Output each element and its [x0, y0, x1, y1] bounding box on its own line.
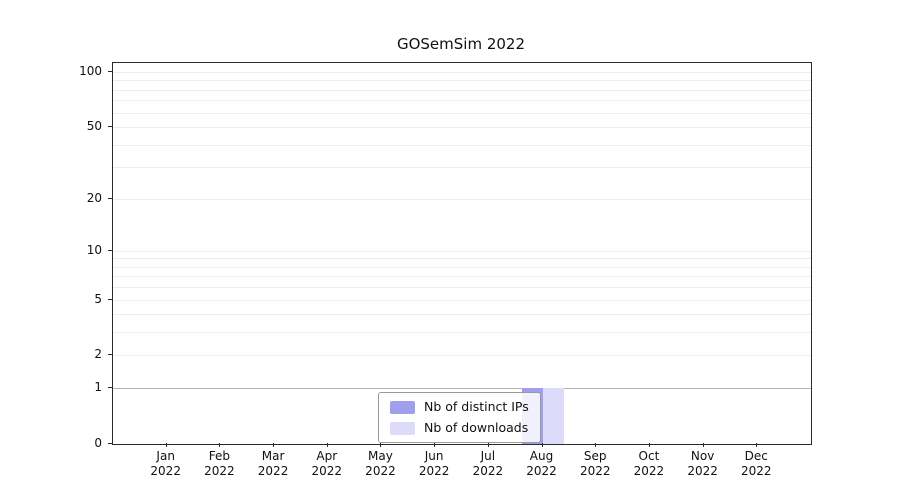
x-tick-mark	[273, 443, 275, 447]
gridline	[113, 276, 811, 278]
legend-swatch	[390, 400, 415, 414]
gridline	[113, 258, 811, 260]
x-tick-label: Apr 2022	[311, 449, 343, 478]
x-tick-label: Dec 2022	[741, 449, 772, 478]
x-tick-mark	[434, 443, 436, 447]
y-tick-label: 1	[94, 380, 102, 395]
gridline	[113, 332, 811, 334]
x-tick-label: May 2022	[365, 449, 396, 478]
x-tick-label: Oct 2022	[633, 449, 665, 478]
y-tick-mark	[108, 354, 112, 356]
x-tick-label: Mar 2022	[257, 449, 289, 478]
bar-nb-of-downloads	[542, 388, 564, 444]
y-tick-mark	[108, 197, 112, 199]
x-tick-label: Jan 2022	[150, 449, 181, 478]
gridline	[113, 198, 811, 200]
gridline	[113, 167, 811, 169]
x-tick-label: Nov 2022	[687, 449, 718, 478]
gridline	[113, 355, 811, 357]
legend-label: Nb of distinct IPs	[424, 399, 529, 414]
gridline	[113, 80, 811, 82]
x-tick-mark	[595, 443, 597, 447]
y-tick-mark	[108, 443, 112, 444]
legend: Nb of distinct IPs Nb of downloads	[378, 392, 541, 443]
gridline	[113, 71, 811, 73]
gridline	[113, 89, 811, 91]
x-tick-mark	[756, 443, 758, 447]
x-tick-mark	[541, 443, 543, 447]
x-tick-label: Sep 2022	[579, 449, 611, 478]
legend-swatch	[390, 421, 415, 435]
gridline	[113, 266, 811, 268]
x-tick-mark	[702, 443, 704, 447]
x-tick-mark	[165, 443, 167, 447]
y-tick-label: 5	[94, 291, 102, 306]
x-tick-mark	[648, 443, 650, 447]
y-tick-mark	[108, 298, 112, 300]
x-tick-mark	[219, 443, 221, 447]
legend-item: Nb of downloads	[390, 421, 529, 435]
x-tick-label: Aug 2022	[526, 449, 557, 478]
y-tick-label: 100	[79, 63, 102, 78]
y-tick-mark	[108, 70, 112, 72]
y-tick-mark	[108, 249, 112, 251]
y-tick-label: 10	[86, 242, 102, 257]
chart-title: GOSemSim 2022	[396, 35, 526, 53]
plot-area: Nb of distinct IPs Nb of downloads	[112, 62, 812, 445]
gridline	[113, 299, 811, 301]
y-tick-label: 2	[94, 347, 102, 362]
x-tick-label: Feb 2022	[204, 449, 235, 478]
gridline	[113, 112, 811, 114]
legend-item: Nb of distinct IPs	[390, 400, 529, 414]
y-tick-mark	[108, 387, 112, 389]
gridline	[113, 287, 811, 289]
y-tick-mark	[108, 126, 112, 128]
y-tick-label: 0	[94, 436, 102, 450]
gridline	[113, 250, 811, 252]
x-tick-mark	[380, 443, 382, 447]
x-tick-label: Jul 2022	[472, 449, 504, 478]
gridline	[113, 100, 811, 102]
gridline	[113, 127, 811, 129]
y-tick-label: 20	[86, 190, 102, 205]
gridline	[113, 314, 811, 316]
gridline-emphasized	[113, 388, 811, 390]
legend-label: Nb of downloads	[424, 420, 529, 435]
y-tick-label: 50	[86, 119, 102, 134]
x-tick-mark	[326, 443, 328, 447]
x-tick-label: Jun 2022	[418, 449, 450, 478]
x-tick-mark	[487, 443, 489, 447]
gridline	[113, 144, 811, 146]
